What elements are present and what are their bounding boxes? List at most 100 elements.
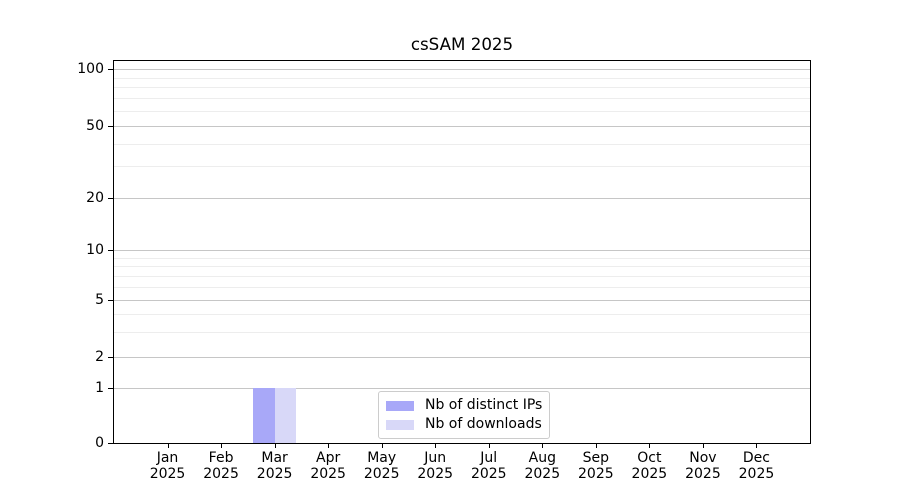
y-tick (108, 69, 113, 70)
x-tick-label-year: 2025 (685, 466, 721, 482)
minor-gridline (114, 98, 810, 99)
x-tick-label-month: Jun (424, 450, 447, 466)
x-axis-tick-labels: Jan 2025 Feb 2025 Mar 2025 Apr 2025 May 2025 Jun 20… (114, 450, 810, 490)
x-tick-label: Jun 2025 (417, 450, 453, 482)
x-tick-label-month: Jan (156, 450, 179, 466)
x-tick-label-month: Dec (742, 450, 770, 466)
x-tick (435, 444, 436, 448)
x-tick (596, 444, 597, 448)
x-tick (382, 444, 383, 448)
minor-gridline (114, 78, 810, 79)
x-tick-label-year: 2025 (363, 466, 400, 482)
y-tick-label: 2 (95, 349, 104, 365)
x-tick-label-year: 2025 (203, 466, 239, 482)
x-tick-label-month: Sep (582, 450, 610, 466)
x-tick-label: Apr 2025 (310, 450, 346, 482)
chart-title: csSAM 2025 (410, 34, 514, 54)
minor-gridline (114, 314, 810, 315)
x-tick-label: Oct 2025 (632, 450, 668, 482)
y-tick (108, 443, 113, 444)
minor-gridline (114, 266, 810, 267)
major-gridline (114, 388, 810, 389)
bar-nb-of-distinct-ips-mar (253, 388, 275, 443)
x-tick (275, 444, 276, 448)
y-tick-label: 50 (86, 118, 104, 134)
minor-gridline (114, 258, 810, 259)
x-tick-label-year: 2025 (631, 466, 668, 482)
x-tick (328, 444, 329, 448)
plot-area: Nb of distinct IPs Nb of downloads (108, 60, 811, 448)
x-tick-label-month: Jul (480, 450, 498, 466)
major-gridline (114, 198, 810, 199)
x-tick-label-year: 2025 (310, 466, 346, 482)
y-tick (108, 357, 113, 358)
x-tick-label-year: 2025 (524, 466, 561, 482)
x-tick-label-month: Aug (528, 450, 556, 466)
legend-row: Nb of downloads (386, 415, 542, 434)
x-tick-label: Feb 2025 (203, 450, 239, 482)
x-tick (221, 444, 222, 448)
x-tick (756, 444, 757, 448)
x-tick (649, 444, 650, 448)
x-tick-label-year: 2025 (149, 466, 186, 482)
x-tick-label-month: Nov (689, 450, 717, 466)
x-tick-label-month: Oct (637, 450, 662, 466)
y-tick-label: 1 (95, 380, 104, 396)
x-tick-label: Dec 2025 (739, 450, 775, 482)
y-tick-label: 5 (95, 292, 104, 308)
major-gridline (114, 300, 810, 301)
x-tick-label: Sep 2025 (578, 450, 614, 482)
y-axis-tick-labels: 0 1 2 5 10 20 50 100 (0, 60, 104, 451)
x-tick (168, 444, 169, 448)
x-tick-label: Jul 2025 (471, 450, 507, 482)
y-tick-label: 20 (86, 190, 104, 206)
y-tick (108, 198, 113, 199)
x-tick-label-month: Mar (261, 450, 288, 466)
minor-gridline (114, 287, 810, 288)
x-tick-label-year: 2025 (578, 466, 614, 482)
x-tick-label: May 2025 (364, 450, 400, 482)
bar-nb-of-downloads-mar (274, 388, 297, 443)
axis-ticks-layer (108, 61, 810, 448)
x-tick (542, 444, 543, 448)
minor-gridline (114, 166, 810, 167)
legend-swatch (386, 419, 414, 430)
minor-gridline (114, 144, 810, 145)
legend: Nb of distinct IPs Nb of downloads (378, 391, 551, 439)
legend-swatch (386, 400, 414, 411)
x-tick-label-month: May (367, 450, 397, 466)
major-gridline (114, 69, 810, 70)
y-tick (108, 126, 113, 127)
x-tick-label-year: 2025 (417, 466, 454, 482)
x-tick-label-year: 2025 (256, 466, 293, 482)
legend-label: Nb of downloads (425, 416, 542, 432)
legend-label: Nb of distinct IPs (425, 397, 543, 413)
minor-gridline (114, 332, 810, 333)
x-tick-label-year: 2025 (738, 466, 775, 482)
y-tick-label: 100 (77, 61, 104, 77)
y-tick (108, 300, 113, 301)
bars-layer (114, 61, 810, 443)
major-gridline (114, 357, 810, 358)
major-gridline (114, 126, 810, 127)
y-tick (108, 388, 113, 389)
x-tick-label-year: 2025 (470, 466, 507, 482)
legend-row: Nb of distinct IPs (386, 396, 542, 415)
y-tick (108, 250, 113, 251)
x-tick-label: Aug 2025 (524, 450, 560, 482)
x-tick-label: Jan 2025 (150, 450, 186, 482)
minor-gridline (114, 276, 810, 277)
x-tick-label-month: Feb (208, 450, 234, 466)
y-tick-label: 0 (95, 435, 104, 451)
gridlines-layer (114, 61, 810, 443)
y-tick-label: 10 (86, 242, 104, 258)
x-tick-label-month: Apr (316, 450, 341, 466)
minor-gridline (114, 111, 810, 112)
x-tick (489, 444, 490, 448)
minor-gridline (114, 87, 810, 88)
major-gridline (114, 250, 810, 251)
x-tick-label: Nov 2025 (685, 450, 721, 482)
x-tick (703, 444, 704, 448)
x-tick-label: Mar 2025 (257, 450, 293, 482)
